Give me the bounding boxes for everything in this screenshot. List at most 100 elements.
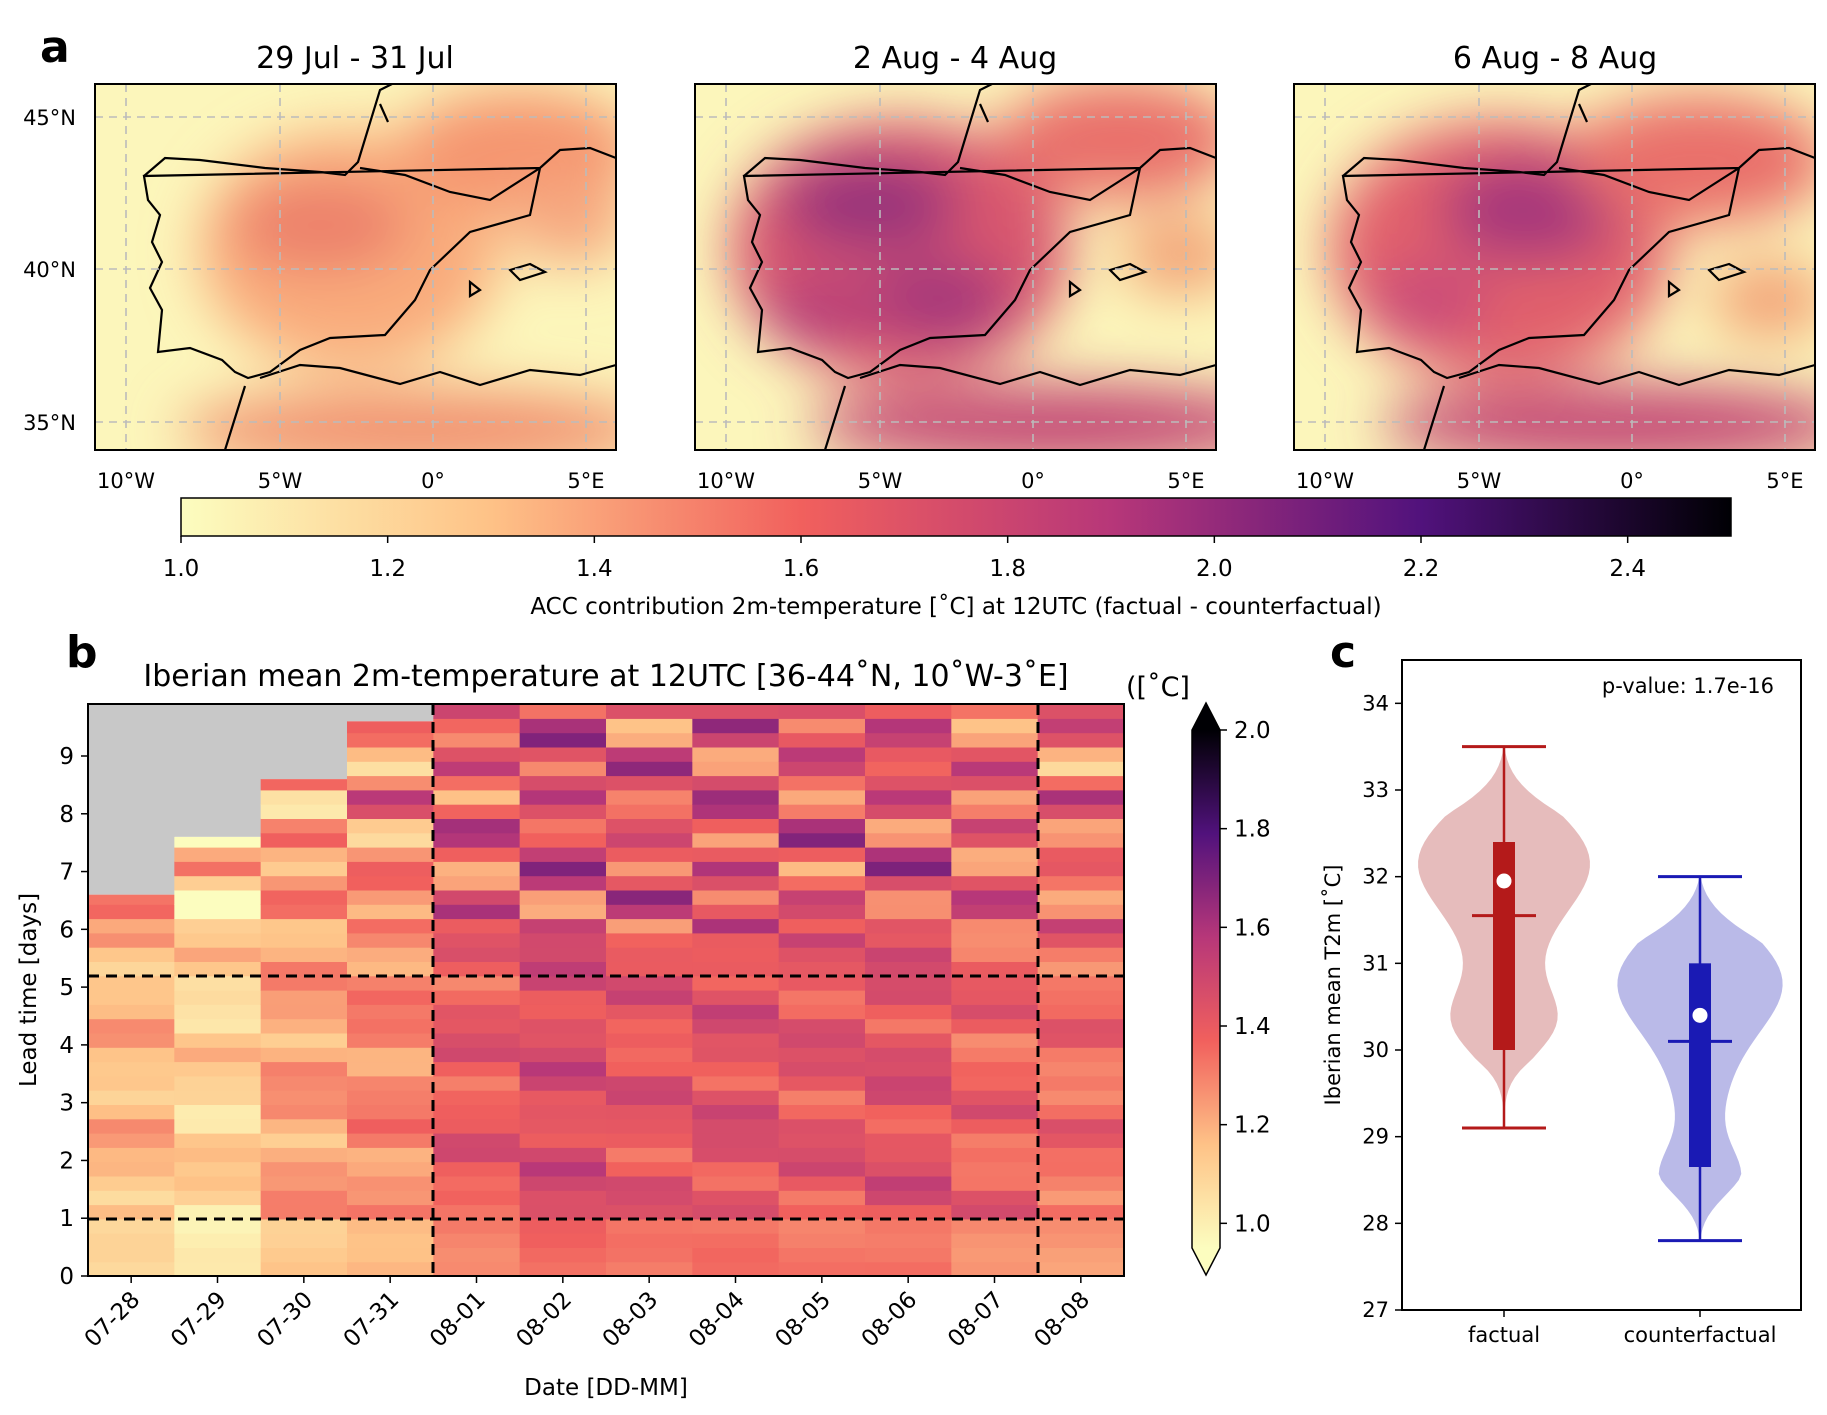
heatmap-cell	[88, 1133, 175, 1148]
heatmap-cell	[606, 1218, 693, 1234]
heatmap-cell	[347, 1133, 434, 1148]
heatmap-cell	[347, 1247, 434, 1263]
heatmap-cell	[519, 932, 607, 948]
heatmap-cell	[865, 1004, 952, 1020]
heatmap-cell	[1037, 704, 1125, 719]
heatmap-cell	[692, 889, 780, 905]
heatmap-cell	[260, 947, 348, 962]
heatmap-cell	[433, 932, 521, 948]
lon-tick-label: 5°E	[1167, 469, 1204, 493]
heatmap-cell	[88, 1218, 175, 1234]
heatmap-cell	[692, 1004, 780, 1020]
heatmap-cell	[519, 832, 607, 848]
heatmap-x-label: Date [DD-MM]	[524, 1375, 688, 1401]
heatmap-cell	[519, 961, 607, 977]
heatmap-cell	[692, 761, 780, 777]
heatmap-cell	[260, 918, 348, 934]
heatmap-cell	[778, 746, 866, 762]
heatmap-cell	[692, 1118, 780, 1134]
heatmap-cell	[606, 975, 693, 991]
heatmap-cell	[433, 847, 521, 862]
heatmap-cell	[347, 904, 434, 920]
heatmap-cell	[778, 1118, 866, 1134]
lon-tick-label: 0°	[1620, 469, 1644, 493]
heatmap-cell	[778, 1190, 866, 1206]
heatmap-cell	[519, 775, 607, 791]
heatmap-cell	[1037, 1261, 1125, 1277]
heatmap-cell	[260, 904, 348, 920]
heatmap-cell	[88, 1147, 175, 1163]
heatmap-cell	[1037, 1118, 1125, 1134]
y-tick-label: 6	[59, 917, 74, 943]
heatmap-cell	[174, 1004, 262, 1020]
heatmap-cell	[260, 975, 348, 991]
heatmap-cell	[347, 1118, 434, 1134]
heatmap-cell	[865, 1161, 952, 1177]
heatmap-cell	[174, 1075, 262, 1091]
heatmap-cell	[692, 904, 780, 920]
heatmap-cell	[951, 1218, 1039, 1234]
heatmap-cell	[88, 1004, 175, 1020]
heatmap-cell	[88, 1190, 175, 1206]
heatmap-missing-cell	[260, 704, 348, 780]
lon-tick-label: 10°W	[97, 469, 155, 493]
heatmap-cell	[778, 704, 866, 719]
heatmap-cell	[606, 861, 693, 877]
heatmap-cell	[951, 1175, 1039, 1191]
heatmap-cell	[778, 1061, 866, 1077]
heatmap-cell	[606, 918, 693, 934]
heatmap-cell	[433, 1147, 521, 1163]
heatmap-cell	[174, 1133, 262, 1148]
heatmap-cell	[347, 1104, 434, 1120]
heatmap-cell	[692, 961, 780, 977]
map-coastline-2	[742, 83, 1217, 451]
heatmap-cell	[88, 975, 175, 991]
heatmap-cell	[1037, 918, 1125, 934]
map-panel-2: 2 Aug - 4 Aug 10°W 5°W 0° 5°E	[694, 41, 1217, 493]
heatmap-cell	[519, 1161, 607, 1177]
heatmap-cell	[606, 990, 693, 1005]
heatmap-cell	[433, 1233, 521, 1248]
heatmap-cell	[778, 1104, 866, 1120]
violin-median-dot	[1692, 1007, 1708, 1023]
lat-tick-label: 35°N	[23, 411, 76, 435]
heatmap-cell	[778, 1161, 866, 1177]
heatmap-cell	[519, 1018, 607, 1034]
heatmap-cell	[606, 1018, 693, 1034]
y-tick-label: 5	[59, 975, 74, 1001]
heatmap-cell	[951, 775, 1039, 791]
heatmap-cell	[519, 990, 607, 1005]
colorbar-tick-label: 2.2	[1403, 556, 1440, 582]
heatmap-cell	[88, 1233, 175, 1248]
heatmap-cell	[1037, 1190, 1125, 1206]
heatmap-cell	[433, 1090, 521, 1105]
heatmap-cell	[865, 789, 952, 805]
heatmap-cell	[260, 889, 348, 905]
heatmap-cell	[433, 961, 521, 977]
heatmap-cell	[260, 1247, 348, 1263]
x-tick-label: 08-03	[598, 1287, 664, 1353]
heatmap-cell	[1037, 961, 1125, 977]
heatmap-cell	[519, 1047, 607, 1063]
x-tick-label: 07-28	[80, 1287, 146, 1353]
heatmap-cell	[778, 947, 866, 962]
x-tick-label: counterfactual	[1624, 1323, 1777, 1347]
heatmap-cell	[606, 1247, 693, 1263]
heatmap-cell	[865, 832, 952, 848]
heatmap-cell	[260, 1018, 348, 1034]
map-panel-3: 6 Aug - 8 Aug 10°W 5°W 0° 5°E	[1293, 41, 1816, 493]
heatmap-cell	[778, 847, 866, 862]
heatmap-cell	[778, 804, 866, 819]
x-tick-label: 08-08	[1029, 1287, 1095, 1353]
heatmap-cell	[88, 894, 175, 905]
violin-iqr-box	[1493, 842, 1515, 1050]
heatmap-cell	[951, 1261, 1039, 1277]
heatmap-cell	[865, 804, 952, 819]
heatmap-cell	[260, 1104, 348, 1120]
heatmap-cell	[778, 918, 866, 934]
heatmap-cell	[865, 1032, 952, 1048]
heatmap-cell	[865, 904, 952, 920]
heatmap-cell	[865, 975, 952, 991]
colorbar-tick-label: 1.8	[1234, 817, 1271, 843]
